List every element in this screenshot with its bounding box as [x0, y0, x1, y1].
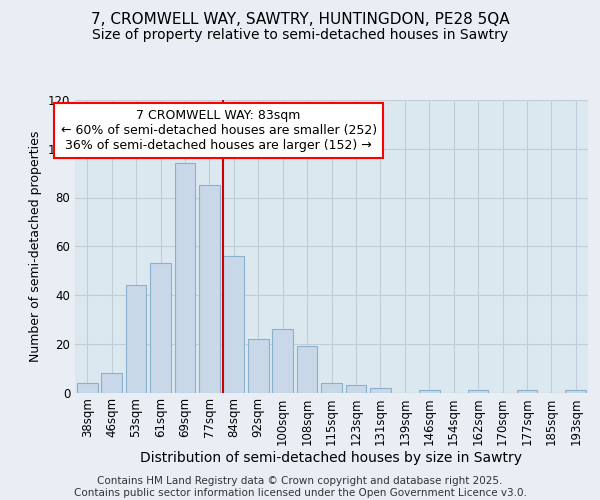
Bar [248, 339, 269, 392]
Bar [150, 264, 171, 392]
Bar [419, 390, 440, 392]
Bar [346, 385, 367, 392]
Bar [199, 186, 220, 392]
Bar [467, 390, 488, 392]
Text: 7, CROMWELL WAY, SAWTRY, HUNTINGDON, PE28 5QA: 7, CROMWELL WAY, SAWTRY, HUNTINGDON, PE2… [91, 12, 509, 28]
Bar [223, 256, 244, 392]
Bar [272, 329, 293, 392]
Bar [77, 383, 98, 392]
X-axis label: Distribution of semi-detached houses by size in Sawtry: Distribution of semi-detached houses by … [140, 450, 523, 464]
Y-axis label: Number of semi-detached properties: Number of semi-detached properties [29, 130, 42, 362]
Bar [296, 346, 317, 393]
Bar [321, 383, 342, 392]
Bar [125, 285, 146, 393]
Text: 7 CROMWELL WAY: 83sqm
← 60% of semi-detached houses are smaller (252)
36% of sem: 7 CROMWELL WAY: 83sqm ← 60% of semi-deta… [61, 109, 377, 152]
Bar [370, 388, 391, 392]
Bar [101, 373, 122, 392]
Bar [517, 390, 538, 392]
Text: Size of property relative to semi-detached houses in Sawtry: Size of property relative to semi-detach… [92, 28, 508, 42]
Text: Contains HM Land Registry data © Crown copyright and database right 2025.
Contai: Contains HM Land Registry data © Crown c… [74, 476, 526, 498]
Bar [565, 390, 586, 392]
Bar [175, 164, 196, 392]
